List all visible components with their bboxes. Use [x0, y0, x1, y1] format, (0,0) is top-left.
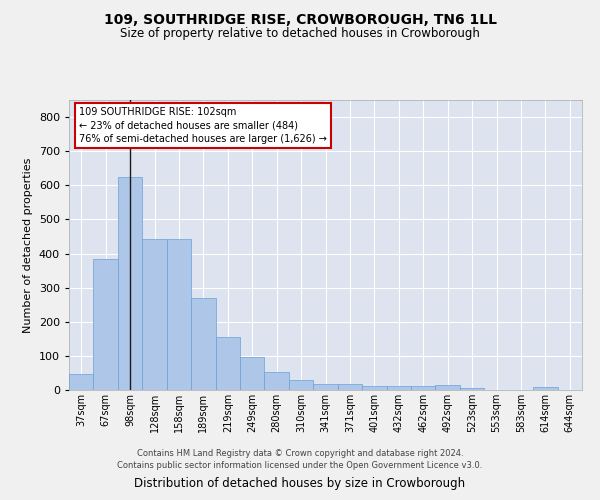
Text: 109 SOUTHRIDGE RISE: 102sqm
← 23% of detached houses are smaller (484)
76% of se: 109 SOUTHRIDGE RISE: 102sqm ← 23% of det… [79, 108, 327, 144]
Text: 109, SOUTHRIDGE RISE, CROWBOROUGH, TN6 1LL: 109, SOUTHRIDGE RISE, CROWBOROUGH, TN6 1… [104, 12, 497, 26]
Bar [460, 388, 484, 390]
Bar [289, 380, 313, 390]
Text: Contains HM Land Registry data © Crown copyright and database right 2024.: Contains HM Land Registry data © Crown c… [137, 448, 463, 458]
Bar [69, 374, 94, 390]
Text: Size of property relative to detached houses in Crowborough: Size of property relative to detached ho… [120, 28, 480, 40]
Bar [240, 356, 265, 390]
Bar [191, 298, 215, 390]
Bar [215, 337, 240, 390]
Bar [167, 239, 191, 390]
Bar [313, 384, 338, 390]
Bar [386, 386, 411, 390]
Bar [533, 388, 557, 390]
Bar [411, 386, 436, 390]
Bar [94, 258, 118, 390]
Bar [142, 239, 167, 390]
Text: Distribution of detached houses by size in Crowborough: Distribution of detached houses by size … [134, 477, 466, 490]
Bar [265, 372, 289, 390]
Bar [362, 386, 386, 390]
Bar [118, 177, 142, 390]
Bar [338, 384, 362, 390]
Y-axis label: Number of detached properties: Number of detached properties [23, 158, 33, 332]
Bar [436, 385, 460, 390]
Text: Contains public sector information licensed under the Open Government Licence v3: Contains public sector information licen… [118, 461, 482, 470]
